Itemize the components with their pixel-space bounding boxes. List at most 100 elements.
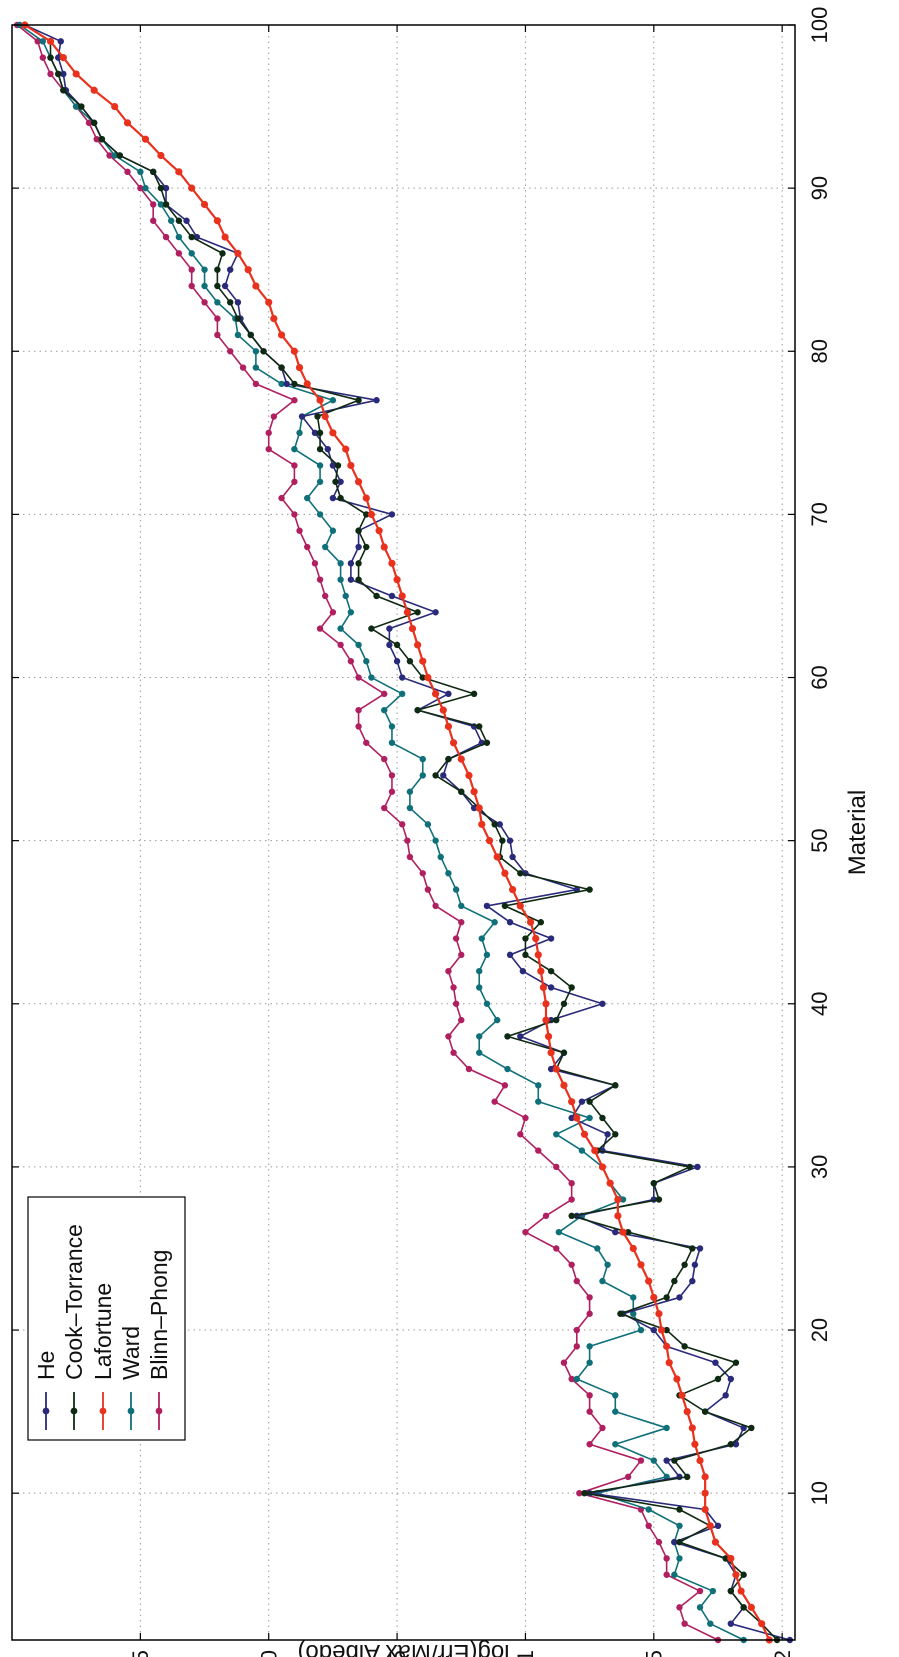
data-point — [522, 1228, 529, 1236]
x-tick-label: 30 — [807, 1155, 832, 1179]
data-point — [450, 1049, 457, 1056]
series-lafortune — [21, 21, 773, 1644]
data-point — [368, 674, 375, 681]
data-point — [586, 886, 593, 893]
data-point — [568, 984, 575, 991]
data-point — [688, 1424, 696, 1432]
data-point — [586, 1441, 593, 1448]
data-point — [337, 478, 344, 485]
data-point — [188, 233, 195, 241]
data-point — [183, 217, 190, 224]
data-point — [157, 201, 165, 208]
data-point — [740, 1571, 747, 1578]
data-point — [676, 1294, 683, 1301]
data-point — [46, 37, 55, 45]
series-line — [19, 24, 745, 1641]
data-point — [547, 1049, 555, 1057]
data-point — [234, 299, 242, 306]
series-cook-torrance — [21, 21, 781, 1644]
data-point — [399, 690, 406, 698]
data-point — [322, 543, 329, 551]
data-point — [214, 282, 221, 290]
data-point — [706, 1522, 714, 1530]
data-point — [676, 1538, 683, 1546]
data-point — [452, 1000, 460, 1007]
legend-swatch-marker — [70, 1407, 78, 1415]
data-point — [219, 250, 226, 257]
legend-entries: He Cook–Torrance Lafortune Ward Blinn–Phong — [33, 1224, 172, 1430]
data-point — [188, 266, 195, 273]
data-point — [573, 1114, 581, 1122]
data-point — [707, 1620, 714, 1627]
series-blinn-phong — [13, 21, 722, 1644]
data-point — [296, 429, 303, 437]
data-point — [586, 1310, 593, 1317]
y-axis-title: log(Err/Max Albedo) — [297, 1639, 509, 1657]
data-point — [470, 788, 478, 796]
data-point — [689, 1245, 696, 1252]
data-point — [252, 364, 260, 371]
data-point — [553, 1163, 560, 1171]
data-point — [393, 641, 401, 649]
data-point — [748, 1424, 755, 1432]
data-point — [141, 135, 150, 143]
data-point — [291, 462, 298, 469]
series-line — [16, 24, 719, 1641]
data-point — [709, 1587, 717, 1595]
data-point — [493, 853, 501, 861]
data-point — [304, 494, 311, 502]
data-point — [663, 1457, 670, 1464]
data-point — [439, 706, 447, 714]
data-point — [681, 1261, 688, 1268]
data-point — [701, 1408, 709, 1415]
data-point — [476, 1049, 483, 1056]
y-tick-label: −1.5 — [642, 1650, 667, 1657]
data-point — [406, 788, 414, 795]
data-point — [663, 1326, 670, 1334]
data-point — [388, 788, 396, 795]
data-point — [329, 527, 337, 534]
data-point — [496, 821, 503, 828]
data-point — [501, 902, 509, 910]
data-point — [522, 951, 529, 959]
data-point — [347, 560, 355, 567]
data-point — [123, 119, 132, 127]
x-tick-label: 80 — [807, 339, 832, 363]
data-point — [614, 1212, 622, 1220]
data-point — [586, 1098, 593, 1105]
data-point — [737, 1587, 745, 1595]
data-point — [265, 429, 272, 437]
data-point — [476, 1033, 483, 1040]
data-point — [355, 706, 362, 714]
data-point — [483, 1000, 491, 1007]
data-point — [175, 233, 183, 241]
data-point — [355, 397, 362, 404]
data-point — [542, 1016, 550, 1024]
data-point — [188, 184, 196, 192]
data-point — [311, 560, 319, 567]
data-point — [747, 1603, 755, 1611]
data-point — [499, 837, 506, 844]
data-point — [329, 609, 337, 616]
data-point — [214, 299, 221, 306]
data-point — [612, 1082, 619, 1089]
data-point — [149, 168, 157, 176]
data-point — [303, 380, 311, 388]
data-point — [355, 723, 362, 730]
series-line — [24, 24, 771, 1641]
data-point — [55, 70, 62, 78]
data-point — [291, 397, 298, 404]
data-point — [629, 1244, 637, 1253]
data-point — [655, 1310, 663, 1318]
data-point — [586, 1408, 593, 1415]
data-point — [388, 559, 396, 567]
data-point — [277, 331, 286, 339]
data-point — [681, 1620, 688, 1627]
data-point — [329, 397, 337, 404]
data-point — [535, 1082, 542, 1089]
data-point — [576, 1489, 583, 1497]
data-point — [612, 1441, 619, 1448]
x-tick-label: 90 — [807, 176, 832, 200]
data-point — [322, 592, 329, 600]
